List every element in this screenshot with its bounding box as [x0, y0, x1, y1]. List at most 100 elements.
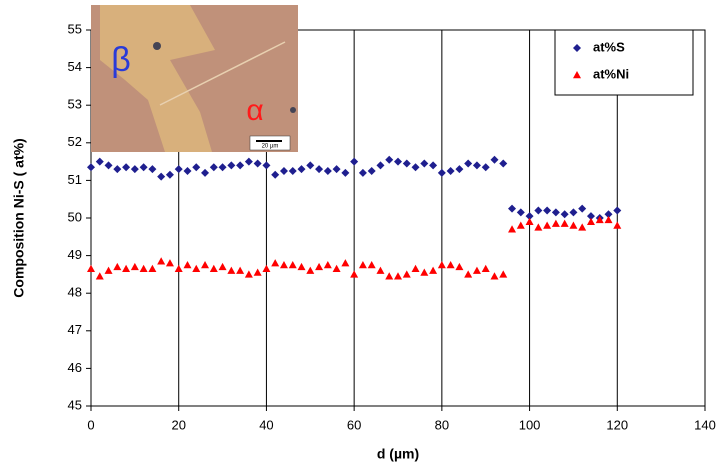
triangle-marker [288, 261, 297, 269]
triangle-marker [573, 71, 581, 79]
y-axis-label: Composition Ni-S ( at%) [11, 138, 27, 297]
x-tick-label: 140 [694, 417, 716, 432]
y-tick-label: 45 [68, 397, 82, 412]
triangle-marker [464, 270, 473, 278]
triangle-marker [578, 223, 587, 231]
triangle-marker [95, 272, 104, 280]
beta-grain [100, 5, 215, 152]
triangle-marker [385, 272, 394, 280]
triangle-marker [516, 221, 525, 229]
triangle-marker [253, 268, 262, 276]
diamond-marker [573, 44, 581, 52]
y-tick-label: 55 [68, 21, 82, 36]
triangle-marker [376, 266, 385, 274]
diamond-marker [113, 165, 122, 174]
legend-label: at%S [593, 39, 625, 54]
diamond-marker [332, 165, 341, 174]
x-tick-label: 120 [606, 417, 628, 432]
diamond-marker [569, 208, 578, 217]
diamond-marker [192, 163, 201, 172]
y-tick-label: 48 [68, 285, 82, 300]
diamond-marker [508, 204, 517, 213]
scale-bar-box [249, 135, 291, 151]
triangle-marker [323, 261, 332, 269]
diamond-marker [139, 163, 148, 172]
y-tick-label: 46 [68, 360, 82, 375]
diamond-marker [446, 167, 455, 175]
triangle-marker [595, 215, 604, 224]
diamond-marker [481, 163, 490, 172]
triangle-marker [297, 262, 306, 271]
y-tick-label: 47 [68, 322, 82, 337]
triangle-marker [104, 266, 113, 274]
triangle-marker [201, 261, 210, 269]
x-tick-label: 60 [347, 417, 361, 432]
diamond-marker [148, 165, 157, 174]
triangle-marker [420, 268, 429, 276]
x-tick-label: 20 [171, 417, 185, 432]
triangle-marker [139, 264, 148, 272]
triangle-marker [113, 262, 122, 271]
diamond-marker [279, 167, 288, 175]
diamond-marker [613, 206, 622, 215]
triangle-marker [551, 219, 560, 227]
diamond-marker [104, 161, 113, 170]
triangle-marker [244, 270, 253, 278]
diamond-marker [429, 161, 438, 170]
diamond-marker [227, 161, 236, 170]
triangle-marker [394, 272, 402, 280]
diamond-marker [578, 204, 587, 213]
triangle-marker [490, 272, 499, 280]
triangle-marker [446, 261, 455, 269]
diamond-marker [201, 168, 210, 177]
diamond-marker [271, 170, 280, 179]
y-tick-label: 54 [68, 59, 82, 74]
alpha-label: α [246, 94, 263, 127]
triangle-marker [174, 264, 183, 272]
y-tick-label: 53 [68, 97, 82, 112]
diamond-marker [183, 167, 192, 175]
diamond-marker [87, 163, 95, 172]
diamond-marker [437, 168, 446, 177]
triangle-marker [306, 266, 315, 274]
diamond-marker [157, 172, 166, 181]
diamond-marker [516, 208, 525, 217]
y-tick-label: 52 [68, 134, 82, 149]
y-tick-label: 49 [68, 247, 82, 262]
diamond-marker [358, 168, 367, 177]
x-axis-label: d (µm) [377, 446, 419, 462]
triangle-marker [157, 257, 166, 265]
triangle-marker [402, 270, 411, 278]
y-tick-label: 50 [68, 209, 82, 224]
triangle-marker [534, 223, 543, 231]
diamond-marker [323, 167, 332, 175]
triangle-marker [560, 219, 569, 227]
triangle-marker [613, 221, 622, 229]
triangle-marker [569, 221, 578, 229]
triangle-marker [332, 264, 341, 272]
triangle-marker [499, 270, 508, 278]
diamond-marker [122, 163, 131, 172]
diamond-marker [209, 163, 218, 172]
triangle-marker [437, 261, 446, 269]
triangle-marker [525, 217, 534, 225]
diamond-marker [490, 155, 499, 164]
triangle-marker [183, 261, 192, 269]
diamond-marker [315, 165, 324, 174]
legend-label: at%Ni [593, 66, 629, 81]
diamond-marker [604, 210, 613, 219]
diamond-marker [499, 159, 508, 168]
y-tick-label: 51 [68, 172, 82, 187]
x-tick-label: 40 [259, 417, 273, 432]
diamond-marker [534, 206, 543, 215]
diamond-marker [297, 165, 306, 174]
x-tick-label: 80 [435, 417, 449, 432]
diamond-marker [341, 168, 350, 177]
triangle-marker [279, 261, 288, 269]
diamond-marker [262, 161, 271, 170]
diamond-marker [288, 167, 297, 175]
x-tick-label: 0 [87, 417, 94, 432]
pore [290, 107, 296, 113]
diamond-marker [525, 212, 534, 221]
triangle-marker [236, 266, 245, 274]
